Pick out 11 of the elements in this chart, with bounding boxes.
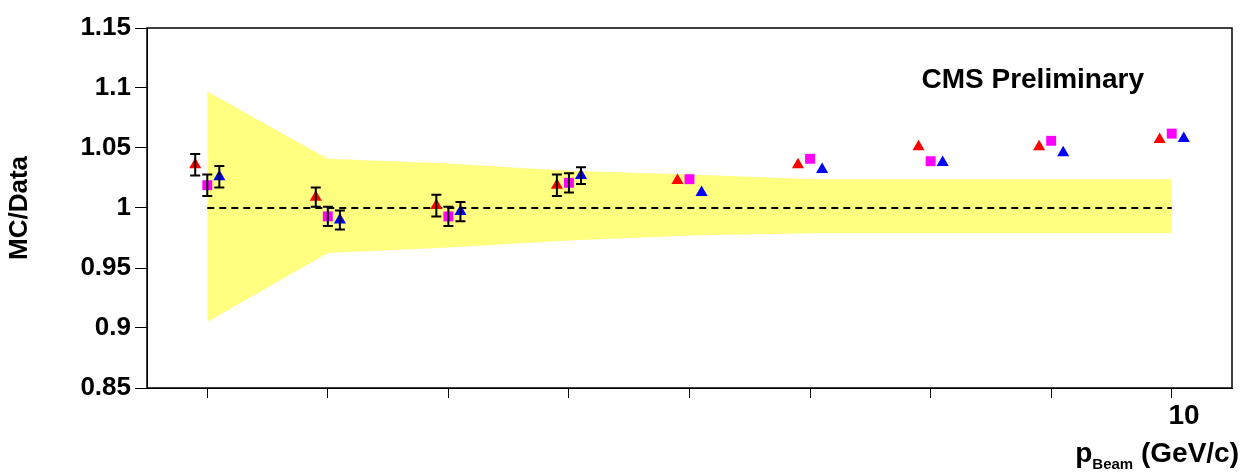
annotation: CMS Preliminary bbox=[921, 62, 1145, 94]
y-tick-label: 0.9 bbox=[94, 311, 131, 342]
y-tick-label: 0.85 bbox=[80, 371, 131, 402]
y-tick-label: 1.1 bbox=[94, 71, 131, 102]
x-axis-title: p$_{Beam}$ (GeV/c) bbox=[1075, 437, 1239, 472]
y-tick-label: 1.15 bbox=[80, 11, 131, 42]
y-tick-label: 1.05 bbox=[80, 131, 131, 162]
y-tick-label: 1 bbox=[116, 191, 131, 222]
y-axis-title: MC/Data bbox=[2, 155, 33, 261]
y-tick-label: 0.95 bbox=[80, 251, 131, 282]
text: 10 bbox=[1168, 398, 1200, 430]
